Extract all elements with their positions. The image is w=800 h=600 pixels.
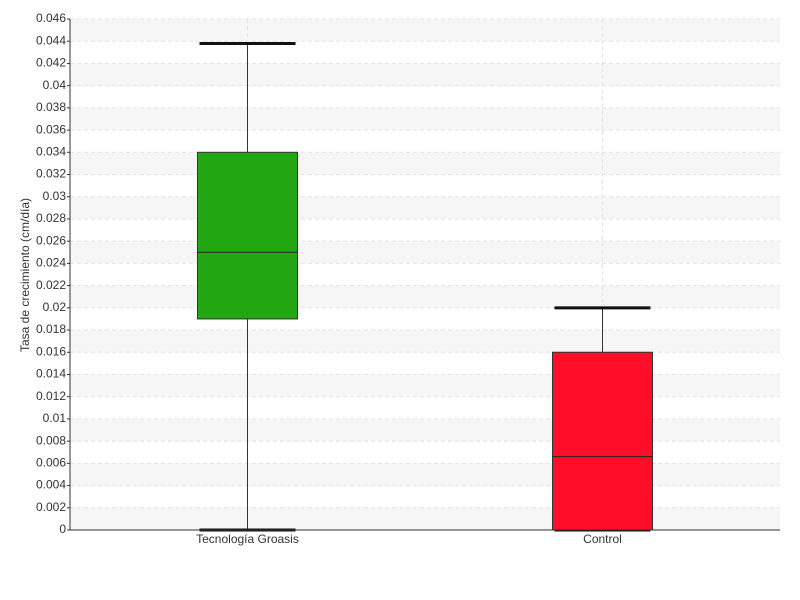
- y-tick-label: 0.042: [36, 56, 66, 70]
- y-tick-label: 0.04: [43, 78, 67, 92]
- y-tick-label: 0: [59, 522, 66, 536]
- grid-band: [70, 19, 780, 42]
- grid-band: [70, 63, 780, 86]
- y-tick-label: 0.046: [36, 11, 66, 25]
- y-tick-label: 0.044: [36, 33, 66, 47]
- y-tick-label: 0.006: [36, 456, 66, 470]
- y-tick-label: 0.024: [36, 256, 66, 270]
- y-tick-label: 0.036: [36, 122, 66, 136]
- grid-band: [70, 285, 780, 308]
- box: [552, 351, 653, 531]
- grid-band: [70, 374, 780, 397]
- y-tick-label: 0.02: [43, 300, 67, 314]
- x-tick-label: Tecnología Groasis: [196, 532, 299, 546]
- grid-band: [70, 507, 780, 530]
- y-tick-label: 0.028: [36, 211, 66, 225]
- y-tick-label: 0.012: [36, 389, 66, 403]
- y-tick-label: 0.022: [36, 278, 66, 292]
- y-tick-label: 0.034: [36, 144, 66, 158]
- box: [197, 151, 298, 320]
- x-tick-label: Control: [583, 532, 622, 546]
- y-tick-label: 0.026: [36, 233, 66, 247]
- y-tick-label: 0.004: [36, 478, 66, 492]
- y-tick-label: 0.016: [36, 344, 66, 358]
- y-tick-label: 0.018: [36, 322, 66, 336]
- y-axis-label: Tasa de crecimiento (cm/día): [18, 198, 32, 352]
- grid-band: [70, 330, 780, 353]
- grid-band: [70, 152, 780, 175]
- grid-band: [70, 418, 780, 442]
- grid-band: [70, 107, 780, 131]
- y-tick-label: 0.03: [43, 189, 67, 203]
- y-tick-label: 0.032: [36, 167, 66, 181]
- y-tick-label: 0.01: [43, 411, 67, 425]
- grid-band: [70, 241, 780, 264]
- y-tick-label: 0.002: [36, 500, 66, 514]
- grid-band: [70, 463, 780, 486]
- y-tick-label: 0.008: [36, 433, 66, 447]
- grid-band: [70, 196, 780, 219]
- y-tick-label: 0.038: [36, 100, 66, 114]
- y-tick-label: 0.014: [36, 367, 66, 381]
